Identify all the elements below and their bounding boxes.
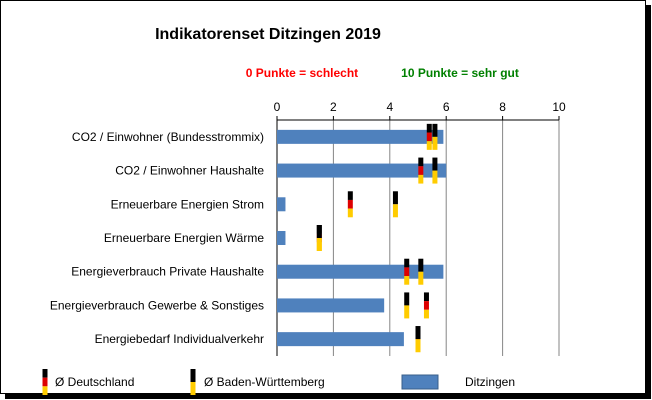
tick-label: 0 bbox=[274, 100, 281, 114]
flag-stripe bbox=[404, 292, 410, 306]
legend-label-baden-wuerttemberg: Ø Baden-Württemberg bbox=[204, 375, 325, 389]
marker-deutschland bbox=[418, 157, 424, 184]
flag-stripe bbox=[432, 170, 438, 184]
flag-stripe bbox=[423, 292, 429, 302]
flag-stripe bbox=[404, 258, 410, 268]
bar-ditzingen bbox=[277, 264, 444, 279]
legend-symbol-baden-wuerttemberg bbox=[190, 369, 196, 395]
flag-stripe bbox=[347, 199, 353, 209]
flag-stripe bbox=[418, 174, 424, 184]
flag-stripe bbox=[404, 276, 410, 285]
flag-stripe bbox=[42, 386, 48, 395]
flag-stripe bbox=[392, 204, 398, 218]
flag-stripe bbox=[415, 326, 421, 340]
bar-ditzingen bbox=[277, 332, 404, 347]
marker-deutschland bbox=[404, 258, 410, 285]
tick-label: 8 bbox=[499, 100, 506, 114]
marker-baden-wuerttemberg bbox=[316, 225, 322, 251]
bar-ditzingen bbox=[277, 163, 447, 178]
flag-stripe bbox=[404, 305, 410, 319]
legend-symbol-deutschland bbox=[42, 369, 48, 395]
legend-symbol-ditzingen bbox=[401, 374, 439, 390]
flag-stripe bbox=[415, 339, 421, 353]
flag-stripe bbox=[432, 123, 438, 137]
flag-stripe bbox=[316, 238, 322, 251]
flag-stripe bbox=[418, 271, 424, 285]
marker-baden-wuerttemberg bbox=[418, 258, 424, 285]
flag-stripe bbox=[190, 369, 196, 382]
tick-label: 4 bbox=[386, 100, 393, 114]
category-label: Energieverbrauch Gewerbe & Sonstiges bbox=[50, 298, 264, 312]
marker-deutschland bbox=[347, 191, 353, 218]
flag-stripe bbox=[432, 136, 438, 150]
flag-stripe bbox=[190, 382, 196, 395]
good-annotation: 10 Punkte = sehr gut bbox=[401, 66, 519, 80]
category-label: Energiebedarf Individualverkehr bbox=[95, 332, 264, 346]
category-label: Energieverbrauch Private Haushalte bbox=[71, 265, 264, 279]
marker-baden-wuerttemberg bbox=[432, 123, 438, 150]
flag-stripe bbox=[42, 369, 48, 378]
flag-stripe bbox=[423, 301, 429, 310]
flag-stripe bbox=[316, 225, 322, 238]
flag-stripe bbox=[426, 132, 432, 142]
chart-title: Indikatorenset Ditzingen 2019 bbox=[155, 26, 381, 43]
category-label: Erneuerbare Energien Wärme bbox=[104, 231, 264, 245]
flag-stripe bbox=[42, 377, 48, 387]
plot-area: 0 2 4 6 8 10 CO2 / Einwohner (Bundesstrommix) C… bbox=[50, 100, 566, 356]
flag-stripe bbox=[426, 123, 432, 133]
category-label: CO2 / Einwohner Haushalte bbox=[115, 164, 264, 178]
bad-annotation: 0 Punkte = schlecht bbox=[246, 66, 358, 80]
flag-stripe bbox=[347, 208, 353, 218]
legend-label-deutschland: Ø Deutschland bbox=[55, 375, 134, 389]
marker-deutschland bbox=[426, 123, 432, 150]
flag-stripe bbox=[418, 157, 424, 167]
legend-label-ditzingen: Ditzingen bbox=[465, 375, 515, 389]
flag-stripe bbox=[432, 157, 438, 171]
flag-stripe bbox=[404, 267, 410, 277]
marker-baden-wuerttemberg bbox=[404, 292, 410, 319]
bar-ditzingen bbox=[277, 298, 385, 313]
tick-label: 2 bbox=[330, 100, 337, 114]
flag-stripe bbox=[418, 258, 424, 272]
flag-stripe bbox=[423, 309, 429, 319]
flag-stripe bbox=[392, 191, 398, 205]
marker-baden-wuerttemberg bbox=[415, 326, 421, 353]
bar-ditzingen bbox=[277, 197, 286, 212]
bar-ditzingen bbox=[277, 129, 444, 144]
bar-ditzingen bbox=[277, 231, 286, 245]
category-label: CO2 / Einwohner (Bundesstrommix) bbox=[72, 130, 264, 144]
category-label: Erneuerbare Energien Strom bbox=[111, 197, 264, 211]
flag-stripe bbox=[418, 166, 424, 175]
tick-label: 6 bbox=[443, 100, 450, 114]
legend: Ø Deutschland Ø Baden-Württemberg Ditzinge… bbox=[42, 369, 515, 395]
marker-baden-wuerttemberg bbox=[432, 157, 438, 184]
tick-label: 10 bbox=[552, 100, 566, 114]
marker-baden-wuerttemberg bbox=[392, 191, 398, 218]
flag-stripe bbox=[347, 191, 353, 200]
chart-frame bbox=[0, 0, 646, 394]
flag-stripe bbox=[426, 141, 432, 150]
marker-deutschland bbox=[423, 292, 429, 319]
